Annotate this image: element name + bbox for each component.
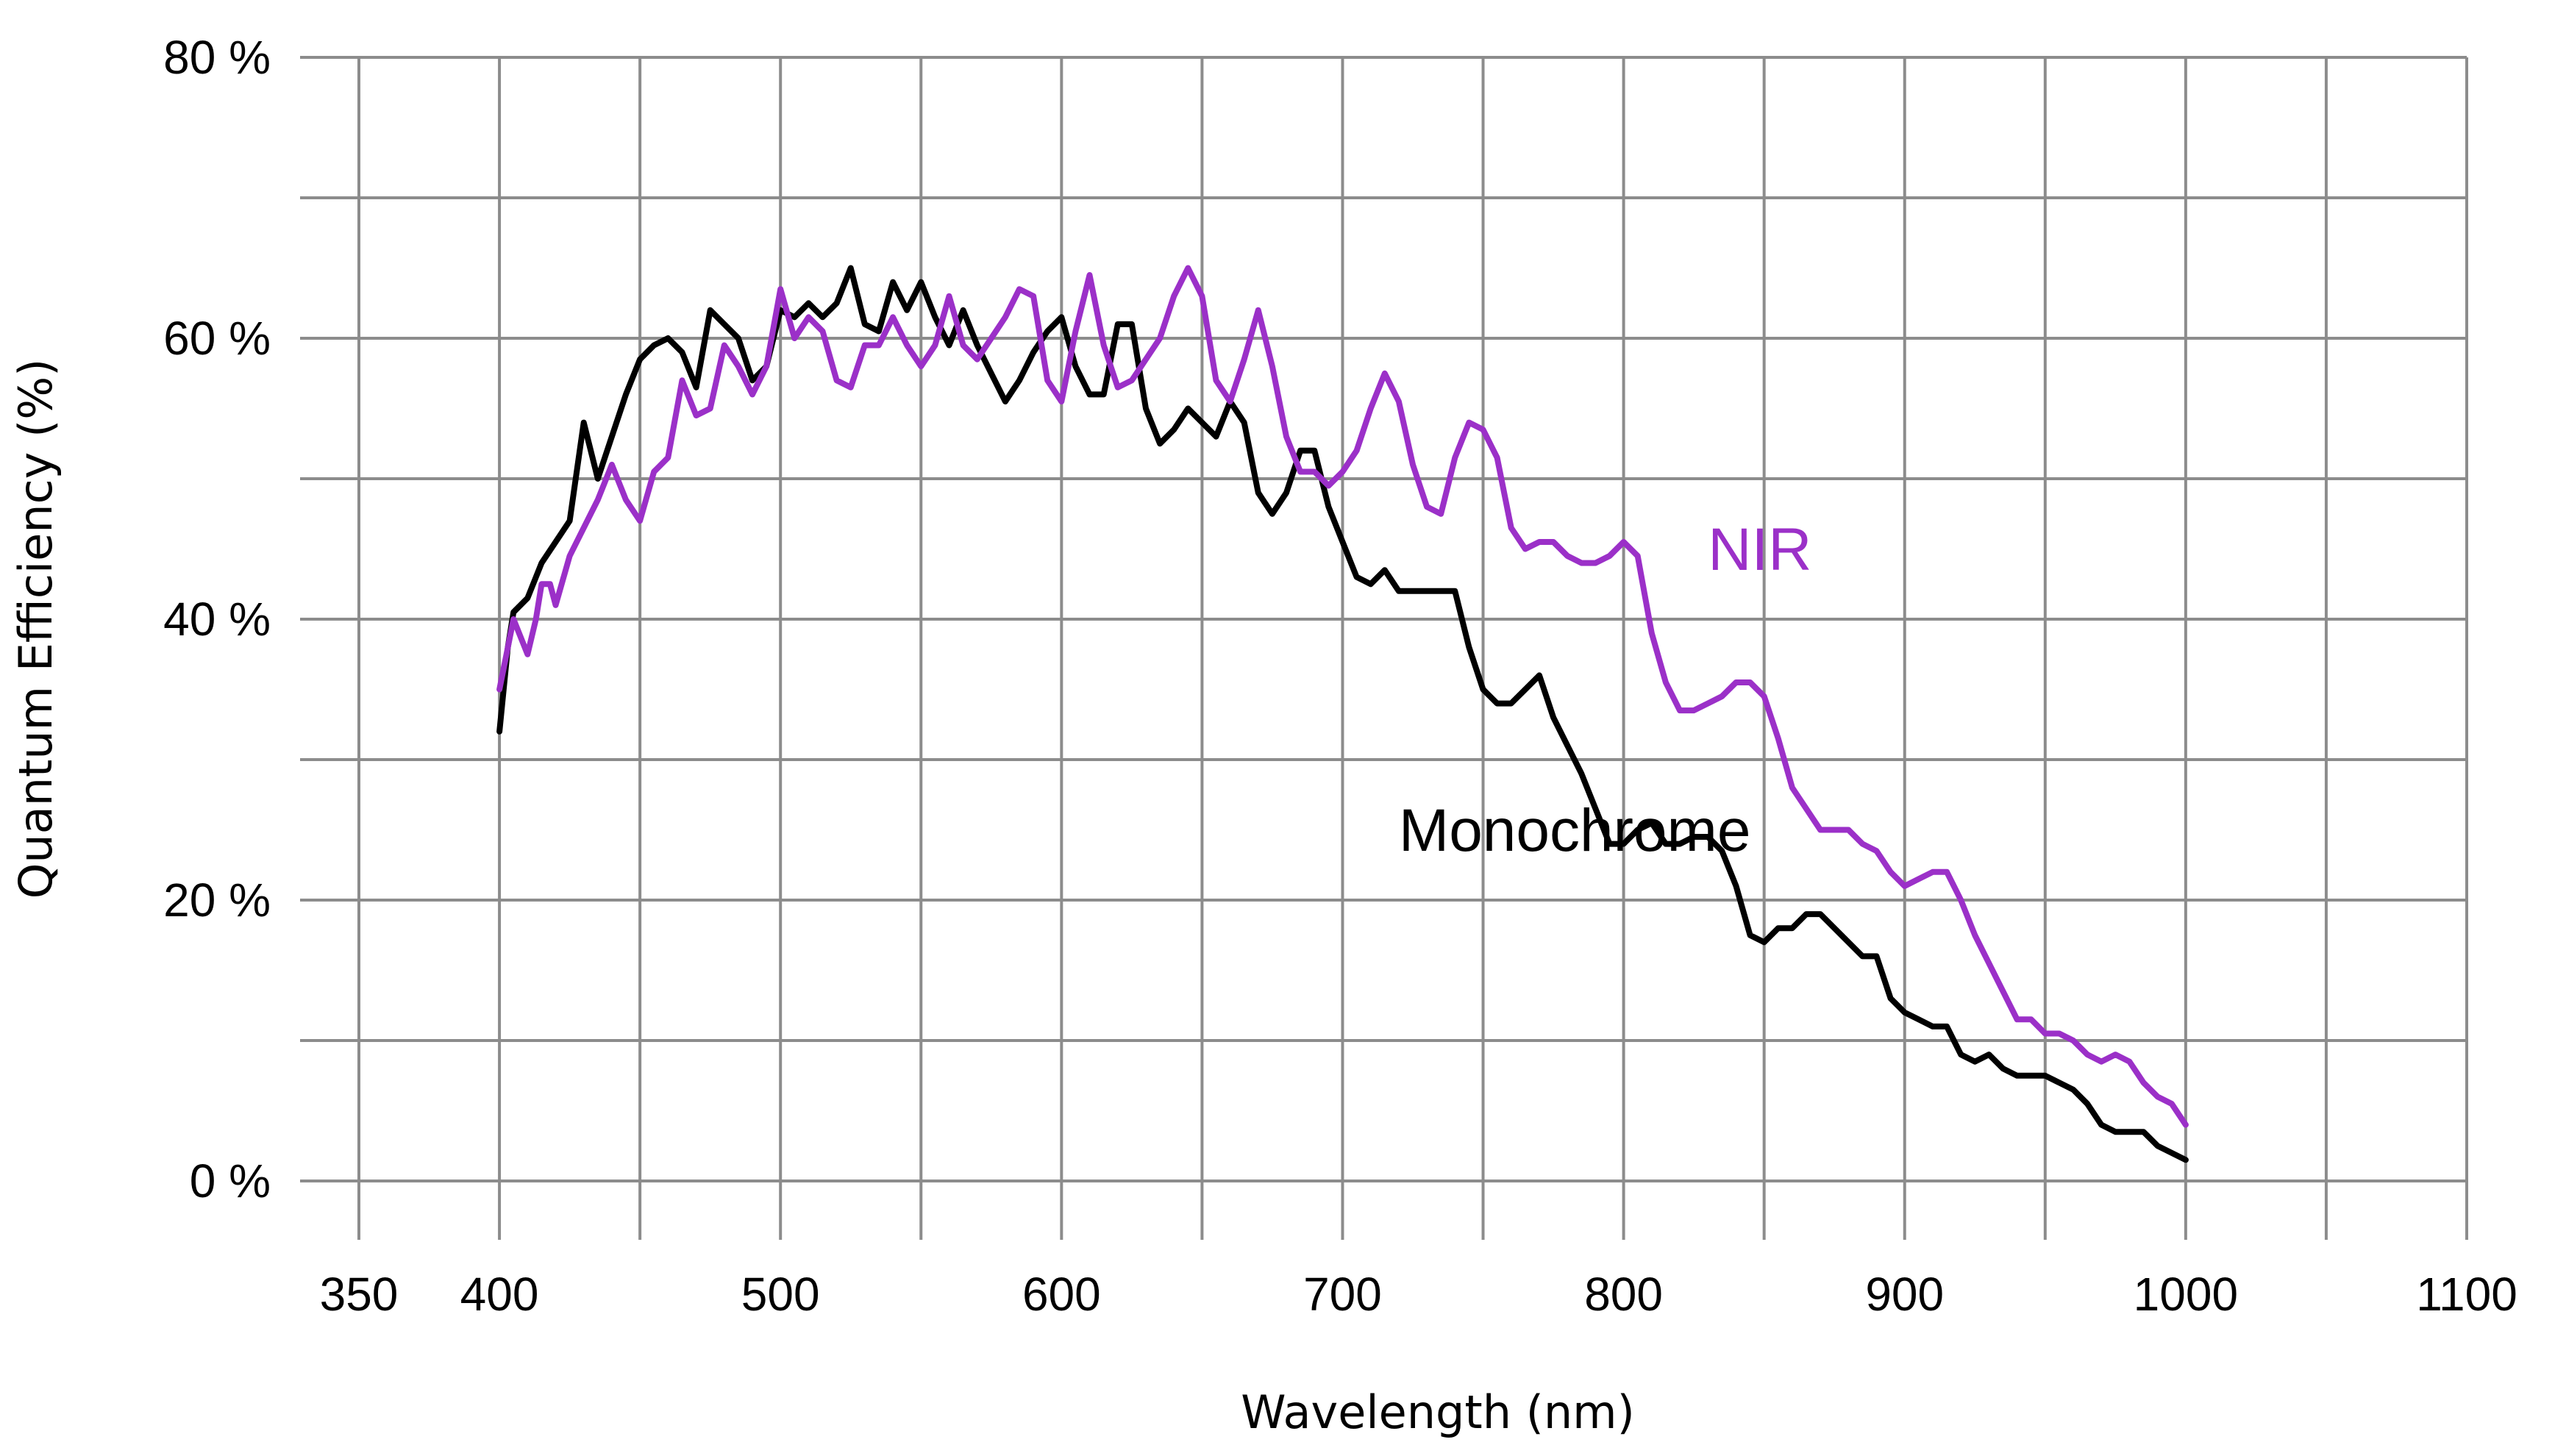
x-tick-label-1000: 1000 — [2134, 1268, 2238, 1321]
chart-series — [496, 265, 2189, 1163]
y-tick-label-80: 80 % — [163, 31, 271, 84]
x-tick-label-1100: 1100 — [2416, 1268, 2517, 1321]
y-axis-title: Quantum Efficiency (%) — [9, 359, 63, 899]
y-axis-ticks: 0 % 20 % 40 % 60 % 80 % — [163, 31, 271, 1207]
series-line-nir — [496, 265, 2189, 1128]
x-tick-label-700: 700 — [1303, 1268, 1382, 1321]
x-tick-label-500: 500 — [741, 1268, 820, 1321]
series-labels: NIR Monochrome — [1399, 516, 1812, 864]
series-label-nir: NIR — [1708, 516, 1811, 583]
x-axis-title: Wavelength (nm) — [1241, 1385, 1635, 1439]
x-axis-ticks: 350 400 500 600 700 800 900 1000 1100 — [320, 1268, 2517, 1321]
x-tick-label-800: 800 — [1584, 1268, 1663, 1321]
x-tick-label-350: 350 — [320, 1268, 399, 1321]
x-tick-label-600: 600 — [1022, 1268, 1101, 1321]
x-tick-label-400: 400 — [460, 1268, 539, 1321]
y-tick-label-60: 60 % — [163, 312, 271, 365]
chart-grid — [300, 56, 2468, 1240]
y-tick-label-40: 40 % — [163, 593, 271, 646]
series-label-monochrome: Monochrome — [1399, 797, 1751, 864]
x-tick-label-900: 900 — [1865, 1268, 1944, 1321]
y-tick-label-20: 20 % — [163, 874, 271, 927]
y-tick-label-0: 0 % — [190, 1155, 271, 1207]
